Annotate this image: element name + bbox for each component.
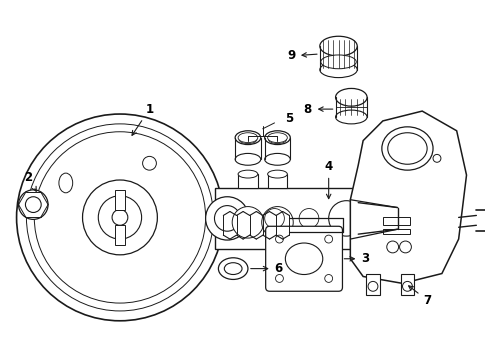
Circle shape — [112, 210, 127, 225]
Circle shape — [214, 206, 240, 231]
Circle shape — [386, 241, 398, 253]
Circle shape — [34, 132, 205, 303]
Ellipse shape — [335, 110, 366, 124]
Circle shape — [299, 208, 318, 228]
Ellipse shape — [387, 133, 426, 164]
Ellipse shape — [218, 258, 247, 279]
Ellipse shape — [381, 127, 432, 170]
Text: 7: 7 — [408, 286, 430, 307]
Circle shape — [142, 156, 156, 170]
Bar — [115, 190, 124, 210]
Circle shape — [324, 275, 332, 282]
Circle shape — [25, 197, 41, 212]
Ellipse shape — [238, 133, 257, 143]
Bar — [382, 217, 409, 225]
Ellipse shape — [319, 36, 357, 56]
Circle shape — [17, 114, 223, 321]
Circle shape — [98, 196, 142, 239]
FancyBboxPatch shape — [265, 226, 342, 291]
Ellipse shape — [239, 136, 256, 144]
Circle shape — [324, 235, 332, 243]
Text: 4: 4 — [324, 160, 332, 199]
Text: 6: 6 — [250, 262, 282, 275]
Circle shape — [264, 208, 284, 228]
Ellipse shape — [264, 131, 290, 145]
Ellipse shape — [267, 133, 287, 143]
Ellipse shape — [267, 170, 287, 178]
Circle shape — [275, 235, 283, 243]
Circle shape — [19, 190, 48, 219]
Ellipse shape — [319, 62, 357, 78]
Ellipse shape — [335, 89, 366, 106]
Text: 8: 8 — [303, 103, 332, 116]
Text: 3: 3 — [344, 252, 368, 265]
Circle shape — [82, 180, 157, 255]
Text: 1: 1 — [132, 103, 153, 135]
Ellipse shape — [238, 170, 257, 178]
Circle shape — [232, 207, 263, 238]
Bar — [215, 188, 358, 249]
Bar — [400, 274, 413, 295]
Circle shape — [26, 124, 213, 311]
Circle shape — [275, 275, 283, 282]
Polygon shape — [349, 111, 466, 283]
Text: 9: 9 — [286, 49, 316, 62]
Ellipse shape — [235, 153, 260, 165]
Bar — [238, 174, 257, 188]
Text: 2: 2 — [24, 171, 36, 191]
Bar — [366, 274, 379, 295]
Circle shape — [432, 154, 440, 162]
Bar — [327, 206, 339, 213]
Bar — [115, 225, 124, 245]
Ellipse shape — [268, 136, 286, 144]
Ellipse shape — [235, 131, 260, 145]
Ellipse shape — [320, 55, 356, 69]
Ellipse shape — [285, 243, 322, 275]
Bar — [267, 174, 287, 188]
Text: 5: 5 — [285, 112, 293, 125]
Circle shape — [402, 282, 411, 291]
Bar — [382, 229, 409, 234]
Circle shape — [367, 282, 377, 291]
Circle shape — [329, 219, 341, 231]
Ellipse shape — [59, 173, 73, 193]
Circle shape — [205, 197, 248, 240]
Circle shape — [399, 241, 410, 253]
Ellipse shape — [264, 153, 290, 165]
Ellipse shape — [224, 263, 242, 275]
Circle shape — [261, 207, 293, 238]
Circle shape — [328, 201, 364, 236]
